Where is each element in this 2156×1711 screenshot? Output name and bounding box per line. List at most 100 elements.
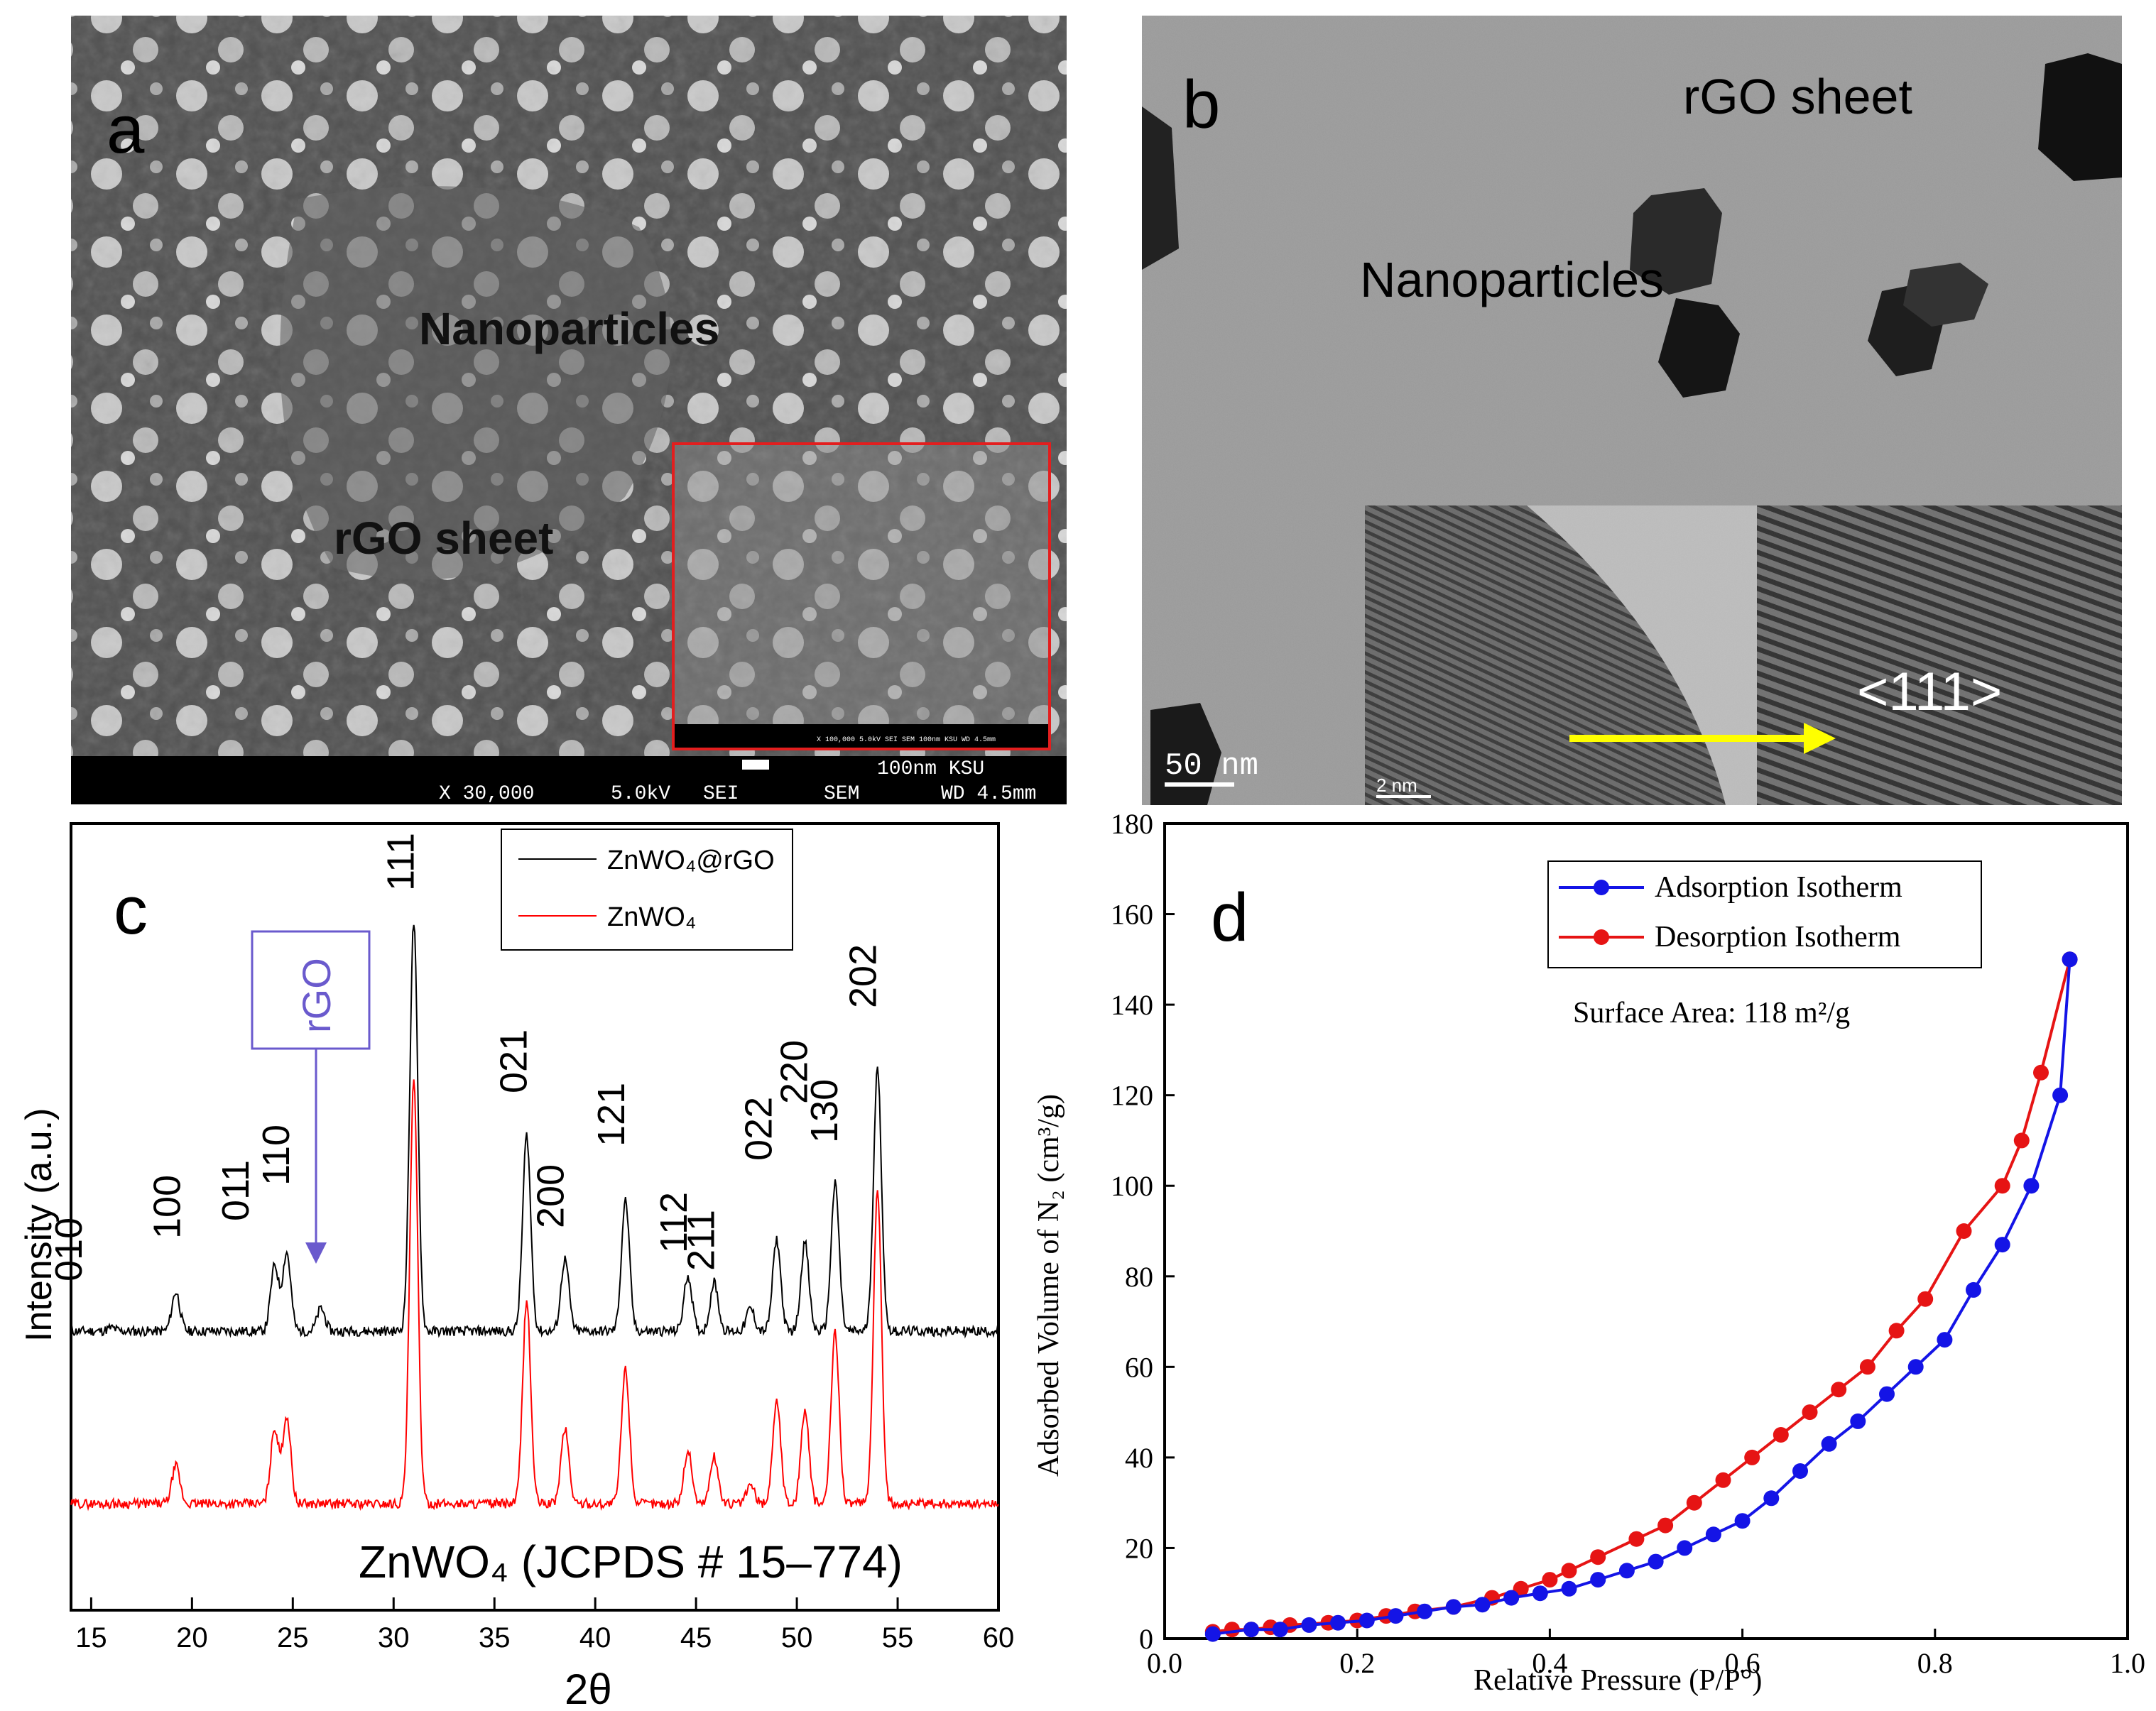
bet-desorption-point [1686,1494,1702,1511]
bet-adsorption-point [1763,1490,1780,1507]
sem-scalebar-text: 100nm KSU [877,758,984,780]
panel-a-sem: a Nanoparticles rGO sheet X 100,000 5.0k… [71,16,1067,805]
bet-adsorption-point [1792,1463,1808,1479]
bet-adsorption-point [1359,1612,1375,1629]
sem-label-nanoparticles: Nanoparticles [419,303,719,354]
bet-adsorption-point [1850,1413,1866,1429]
tem-particle [1903,263,1988,327]
bet-adsorption-point [1243,1622,1259,1638]
sem-info-mag: X 30,000 [439,783,534,805]
sem-info-sem: SEM [824,783,859,805]
xrd-annotation: ZnWO₄ (JCPDS # 15–774) [359,1536,903,1587]
bet-adsorption-point [1561,1580,1577,1597]
sem-inset-info: X 100,000 5.0kV SEI SEM 100nm KSU WD 4.5… [817,736,996,744]
bet-desorption-point [1224,1622,1240,1638]
panel-c-letter: c [114,873,148,949]
sem-info-wd: WD 4.5mm [941,783,1036,805]
bet-adsorption-point [1503,1590,1520,1606]
lattice-direction-label: <111> [1857,662,2002,722]
xrd-peak-label: 211 [680,1210,723,1271]
bet-legend-swatch-adsorption [1594,880,1609,895]
xrd-peak-label: 110 [255,1125,298,1186]
xrd-series-zno [70,1079,999,1512]
bet-y-tick-label: 140 [1111,989,1153,1021]
xrd-x-tick-label: 60 [983,1622,1015,1653]
sem-scalebar [742,760,769,770]
xrd-x-tick-label: 30 [378,1622,410,1653]
bet-y-tick-label: 180 [1111,808,1153,840]
xrd-x-tick-label: 15 [75,1622,107,1653]
bet-x-tick-label: 0.0 [1147,1647,1182,1679]
xrd-x-axis: 15 20 25 30 35 40 45 50 55 60 [75,1597,1014,1653]
bet-adsorption-point [1204,1626,1221,1642]
xrd-peak-label: 100 [146,1175,189,1239]
bet-desorption-point [1859,1359,1875,1375]
yellow-arrow-icon [1804,723,1836,754]
panel-d-letter: d [1211,880,1248,956]
bet-desorption-point [1715,1472,1731,1488]
sem-label-rgo: rGO sheet [334,513,553,564]
bet-adsorption-point [1532,1585,1548,1602]
bet-y-tick-label: 20 [1125,1532,1153,1564]
xrd-xlabel: 2θ [565,1666,612,1711]
rgo-marker-label: rGO [294,958,339,1033]
tem-label-rgo: rGO sheet [1683,69,1912,124]
bet-desorption-point [1744,1449,1760,1465]
bet-desorption-point [1802,1404,1818,1421]
bet-adsorption-point [1272,1622,1288,1638]
bet-adsorption-point [1994,1237,2010,1253]
tem-particle [2038,53,2122,181]
bet-adsorption-point [1677,1540,1693,1556]
bet-x-tick-label: 1.0 [2110,1647,2145,1679]
xrd-x-tick-label: 45 [680,1622,712,1653]
bet-adsorption-point [2023,1178,2040,1194]
bet-surface-area: Surface Area: 118 m²/g [1573,997,1850,1029]
tem-particle [1150,703,1221,805]
bet-adsorption-point [1417,1603,1433,1619]
bet-adsorption-point [1937,1332,1953,1348]
bet-adsorption-point [1474,1597,1491,1613]
rgo-sheet-region [280,186,672,580]
tem-particle [1630,188,1722,295]
xrd-x-tick-label: 40 [579,1622,611,1653]
bet-legend-label-2: Desorption Isotherm [1655,921,1901,953]
bet-adsorption-point [2052,1087,2069,1103]
bet-desorption-point [1628,1531,1645,1547]
bet-legend-swatch-desorption [1594,929,1609,945]
xrd-legend-label-2: ZnWO₄ [607,902,696,932]
tem-scalebar-text: 50 nm [1165,748,1258,784]
bet-desorption-point [1657,1517,1674,1534]
xrd-peak-label: 022 [738,1097,780,1161]
bet-adsorption-point [1618,1563,1635,1579]
bet-desorption-point [2013,1132,2030,1149]
bet-desorption-point [1831,1382,1847,1398]
tem-particle [1658,298,1740,398]
xrd-legend [501,829,793,951]
bet-desorption-point [1542,1572,1558,1588]
bet-desorption-point [1561,1563,1577,1579]
bet-legend-label-1: Adsorption Isotherm [1655,871,1902,904]
rgo-marker-box [251,930,371,1050]
tem-label-nanoparticles: Nanoparticles [1360,252,1664,307]
xrd-peak-label: 010 [48,1218,90,1281]
xrd-peak-label: 112 [653,1192,695,1253]
sem-inset-frame [672,442,1051,750]
sem-info-bar [71,756,1067,804]
xrd-x-tick-label: 20 [176,1622,208,1653]
bet-adsorption-point [1966,1281,1981,1298]
bet-y-tick-label: 80 [1125,1261,1153,1293]
bet-desorption-point [1956,1223,1972,1239]
panel-d-bet: 0.0 0.2 0.4 0.6 0.8 1.0 0 20 40 60 80 100 120 140 160 1… [1033,808,2145,1697]
sem-info-sei: SEI [703,783,739,805]
bet-desorption-point [1917,1291,1934,1307]
bet-y-tick-label: 40 [1125,1442,1153,1474]
tem-particle [1142,106,1179,270]
bet-axes: 0.0 0.2 0.4 0.6 0.8 1.0 0 20 40 60 80 100 120 140 160 1… [1111,808,2145,1679]
bet-adsorption-point [1879,1386,1895,1402]
bet-adsorption-point [1734,1513,1751,1529]
bet-legend [1547,860,1982,968]
bet-desorption-point [1888,1323,1905,1339]
xrd-peak-label: 121 [590,1083,633,1147]
panel-b-letter: b [1182,67,1220,143]
